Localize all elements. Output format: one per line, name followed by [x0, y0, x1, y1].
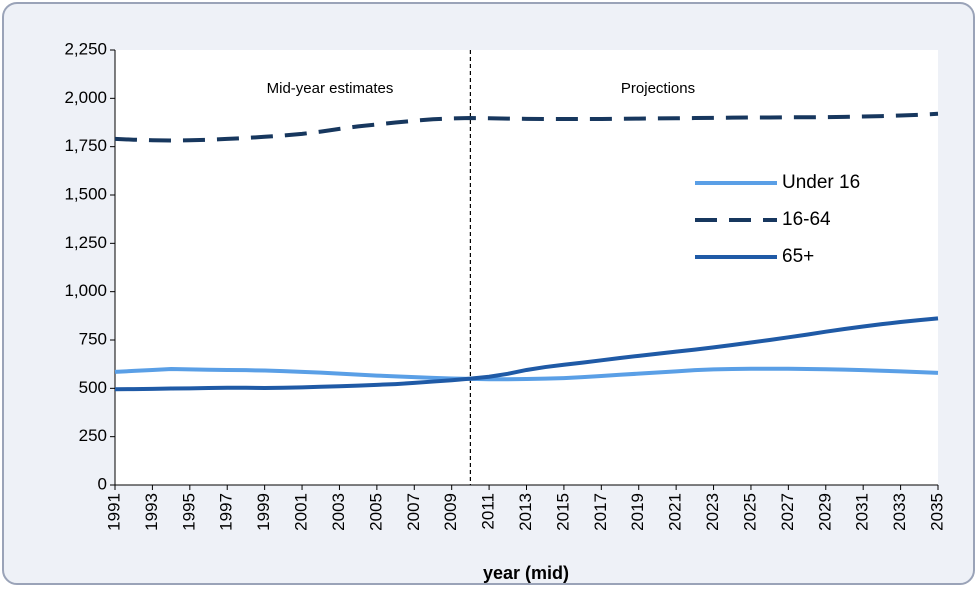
- series-line: [114, 366, 939, 382]
- annotation: Projections: [621, 80, 695, 97]
- y-tick-label: 1,250: [64, 233, 107, 252]
- plot-area: [115, 50, 938, 485]
- x-tick-label: 1999: [254, 493, 273, 531]
- y-tick-label: 750: [79, 329, 107, 348]
- y-tick-label: 1,500: [64, 184, 107, 203]
- x-tick-label: 2035: [927, 493, 946, 531]
- x-tick-label: 2019: [628, 493, 647, 531]
- x-tick-label: 1993: [142, 493, 161, 531]
- x-tick-label: 1995: [179, 493, 198, 531]
- x-tick-label: 2017: [591, 493, 610, 531]
- y-tick-label: 0: [98, 474, 107, 493]
- x-tick-label: 2013: [516, 493, 535, 531]
- x-tick-label: 2033: [890, 493, 909, 531]
- x-tick-label: 2029: [815, 493, 834, 531]
- y-tick-label: 250: [79, 426, 107, 445]
- x-tick-label: 2007: [404, 493, 423, 531]
- legend-label: 16-64: [782, 209, 831, 230]
- annotation: Mid-year estimates: [267, 80, 394, 97]
- x-tick-label: 1997: [217, 493, 236, 531]
- x-tick-label: 2015: [553, 493, 572, 531]
- series-line: [114, 316, 939, 392]
- y-tick-label: 500: [79, 378, 107, 397]
- x-tick-label: 2005: [366, 493, 385, 531]
- x-tick-label: 2021: [666, 493, 685, 531]
- x-tick-label: 2025: [740, 493, 759, 531]
- x-tick-label: 2003: [329, 493, 348, 531]
- y-tick-label: 1,000: [64, 281, 107, 300]
- y-tick-label: 2,000: [64, 88, 107, 107]
- x-axis-title: year (mid): [483, 563, 569, 583]
- y-tick-label: 2,250: [64, 39, 107, 58]
- x-tick-label: 2011: [479, 493, 498, 530]
- x-tick-label: 2027: [778, 493, 797, 531]
- x-tick-label: 1991: [104, 493, 123, 531]
- x-tick-label: 2023: [703, 493, 722, 531]
- legend-label: 65+: [782, 246, 814, 267]
- y-tick-label: 1,750: [64, 136, 107, 155]
- x-tick-label: 2001: [292, 493, 311, 531]
- series-line: [114, 111, 939, 143]
- x-tick-label: 2031: [853, 493, 872, 531]
- x-tick-label: 2009: [441, 493, 460, 531]
- legend-label: Under 16: [782, 172, 860, 193]
